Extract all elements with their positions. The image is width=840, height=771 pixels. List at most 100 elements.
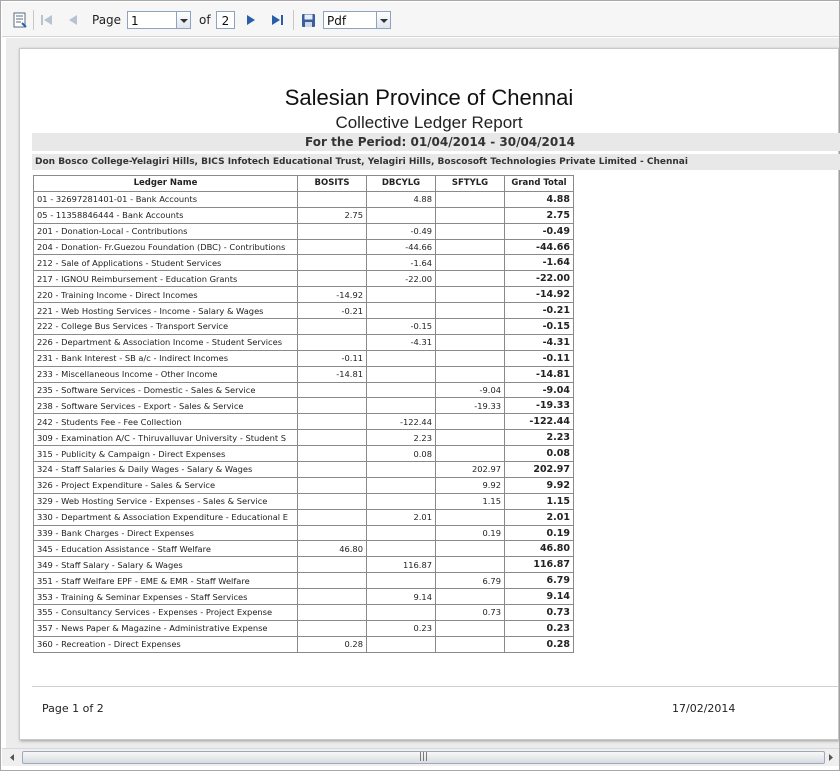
grand-total-cell: 0.73: [504, 604, 574, 621]
first-page-button[interactable]: [38, 10, 56, 30]
dbcylg-cell: 0.23: [366, 619, 436, 637]
dbcylg-cell: 116.87: [366, 556, 436, 574]
ledger-row: 360 - Recreation - Direct Expenses 0.28 0.…: [33, 635, 574, 653]
bosits-cell: 0.28: [297, 635, 367, 653]
bosits-cell: 46.80: [297, 540, 367, 558]
ledger-name-cell: 235 - Software Services - Domestic - Sal…: [33, 381, 298, 399]
page-dropdown-button[interactable]: [176, 11, 191, 29]
grand-total-cell: -9.04: [504, 381, 574, 399]
document-map-button[interactable]: [10, 10, 30, 30]
dbcylg-cell: 2.01: [366, 508, 436, 526]
ledger-name-cell: 222 - College Bus Services - Transport S…: [33, 318, 298, 335]
column-header-sftylg: SFTYLG: [435, 175, 505, 192]
ledger-name-cell: 212 - Sale of Applications - Student Ser…: [33, 254, 298, 272]
last-page-icon: [270, 14, 284, 26]
ledger-name-cell: 351 - Staff Welfare EPF - EME & EMR - St…: [33, 572, 298, 590]
ledger-name-cell: 349 - Staff Salary - Salary & Wages: [33, 556, 298, 574]
ledger-name-cell: 357 - News Paper & Magazine - Administra…: [33, 619, 298, 637]
sftylg-cell: [435, 206, 505, 224]
sftylg-cell: [435, 254, 505, 272]
sftylg-cell: [435, 286, 505, 304]
ledger-name-cell: 233 - Miscellaneous Income - Other Incom…: [33, 365, 298, 383]
scroll-right-button[interactable]: [822, 749, 839, 766]
ledger-row: 221 - Web Hosting Services - Income - Sa…: [33, 302, 574, 320]
bosits-cell: [297, 238, 367, 256]
ledger-name-cell: 330 - Department & Association Expenditu…: [33, 508, 298, 526]
page-footer-date: 17/02/2014: [672, 702, 736, 715]
grand-total-cell: -14.81: [504, 365, 574, 383]
scrollbar-thumb[interactable]: |||: [22, 751, 825, 764]
next-page-button[interactable]: [242, 10, 260, 30]
ledger-name-cell: 324 - Staff Salaries & Daily Wages - Sal…: [33, 461, 298, 478]
report-entities: Don Bosco College-Yelagiri Hills, BICS I…: [32, 154, 840, 170]
ledger-name-cell: 238 - Software Services - Export - Sales…: [33, 397, 298, 415]
export-button[interactable]: [298, 10, 318, 30]
last-page-button[interactable]: [268, 10, 286, 30]
bosits-cell: -0.21: [297, 302, 367, 320]
ledger-row: 357 - News Paper & Magazine - Administra…: [33, 619, 574, 637]
bosits-cell: [297, 397, 367, 415]
ledger-row: 05 - 11358846444 - Bank Accounts 2.75 2.75: [33, 206, 574, 224]
page-footer-divider: [32, 686, 839, 687]
grand-total-cell: 9.92: [504, 476, 574, 494]
scrollbar-grip-icon: |||: [419, 752, 429, 762]
dbcylg-cell: -0.49: [366, 222, 436, 240]
dbcylg-cell: [366, 604, 436, 621]
dbcylg-cell: -4.31: [366, 333, 436, 351]
ledger-row: 226 - Department & Association Income - …: [33, 333, 574, 351]
bosits-cell: [297, 588, 367, 606]
bosits-cell: [297, 333, 367, 351]
bosits-cell: [297, 270, 367, 288]
dbcylg-cell: [366, 540, 436, 558]
ledger-name-cell: 339 - Bank Charges - Direct Expenses: [33, 524, 298, 542]
ledger-row: 329 - Web Hosting Service - Expenses - S…: [33, 492, 574, 510]
grand-total-cell: 2.01: [504, 508, 574, 526]
next-page-icon: [245, 14, 257, 26]
grand-total-cell: 0.23: [504, 619, 574, 637]
ledger-row: 326 - Project Expenditure - Sales & Serv…: [33, 476, 574, 494]
scroll-right-arrow-icon: [822, 751, 839, 770]
dbcylg-cell: [366, 572, 436, 590]
ledger-row: 235 - Software Services - Domestic - Sal…: [33, 381, 574, 399]
dbcylg-cell: -44.66: [366, 238, 436, 256]
grand-total-cell: -122.44: [504, 413, 574, 431]
dbcylg-cell: 0.08: [366, 445, 436, 463]
ledger-row: 01 - 32697281401-01 - Bank Accounts 4.88 4…: [33, 190, 574, 208]
ledger-name-cell: 01 - 32697281401-01 - Bank Accounts: [33, 190, 298, 208]
grand-total-cell: -1.64: [504, 254, 574, 272]
scroll-left-button[interactable]: [4, 749, 21, 766]
sftylg-cell: [435, 588, 505, 606]
bosits-cell: [297, 445, 367, 463]
dbcylg-cell: -22.00: [366, 270, 436, 288]
grand-total-cell: 2.75: [504, 206, 574, 224]
ledger-name-cell: 221 - Web Hosting Services - Income - Sa…: [33, 302, 298, 320]
dbcylg-cell: -1.64: [366, 254, 436, 272]
ledger-name-cell: 355 - Consultancy Services - Expenses - …: [33, 604, 298, 621]
ledger-row: 201 - Donation-Local - Contributions -0.4…: [33, 222, 574, 240]
sftylg-cell: 0.73: [435, 604, 505, 621]
column-header-bosits: BOSITS: [297, 175, 367, 192]
ledger-name-cell: 201 - Donation-Local - Contributions: [33, 222, 298, 240]
ledger-header-row: Ledger Name BOSITS DBCYLG SFTYLG Grand T…: [33, 175, 574, 192]
ledger-row: 324 - Staff Salaries & Daily Wages - Sal…: [33, 461, 574, 478]
dbcylg-cell: [366, 365, 436, 383]
ledger-name-cell: 329 - Web Hosting Service - Expenses - S…: [33, 492, 298, 510]
horizontal-scrollbar[interactable]: |||: [2, 748, 839, 766]
dbcylg-cell: -122.44: [366, 413, 436, 431]
ledger-name-cell: 242 - Students Fee - Fee Collection: [33, 413, 298, 431]
export-format-dropdown-button[interactable]: [376, 11, 391, 29]
bosits-cell: [297, 429, 367, 447]
bosits-cell: [297, 222, 367, 240]
ledger-row: 330 - Department & Association Expenditu…: [33, 508, 574, 526]
ledger-row: 339 - Bank Charges - Direct Expenses 0.19…: [33, 524, 574, 542]
ledger-name-cell: 226 - Department & Association Income - …: [33, 333, 298, 351]
previous-page-button[interactable]: [64, 10, 82, 30]
ledger-name-cell: 217 - IGNOU Reimbursement - Education Gr…: [33, 270, 298, 288]
page-number-input[interactable]: 1: [127, 11, 179, 29]
grand-total-cell: -0.15: [504, 318, 574, 335]
dbcylg-cell: [366, 286, 436, 304]
export-format-select[interactable]: Pdf: [323, 11, 378, 29]
sftylg-cell: [435, 190, 505, 208]
of-label: of: [199, 13, 211, 27]
ledger-row: 345 - Education Assistance - Staff Welfa…: [33, 540, 574, 558]
